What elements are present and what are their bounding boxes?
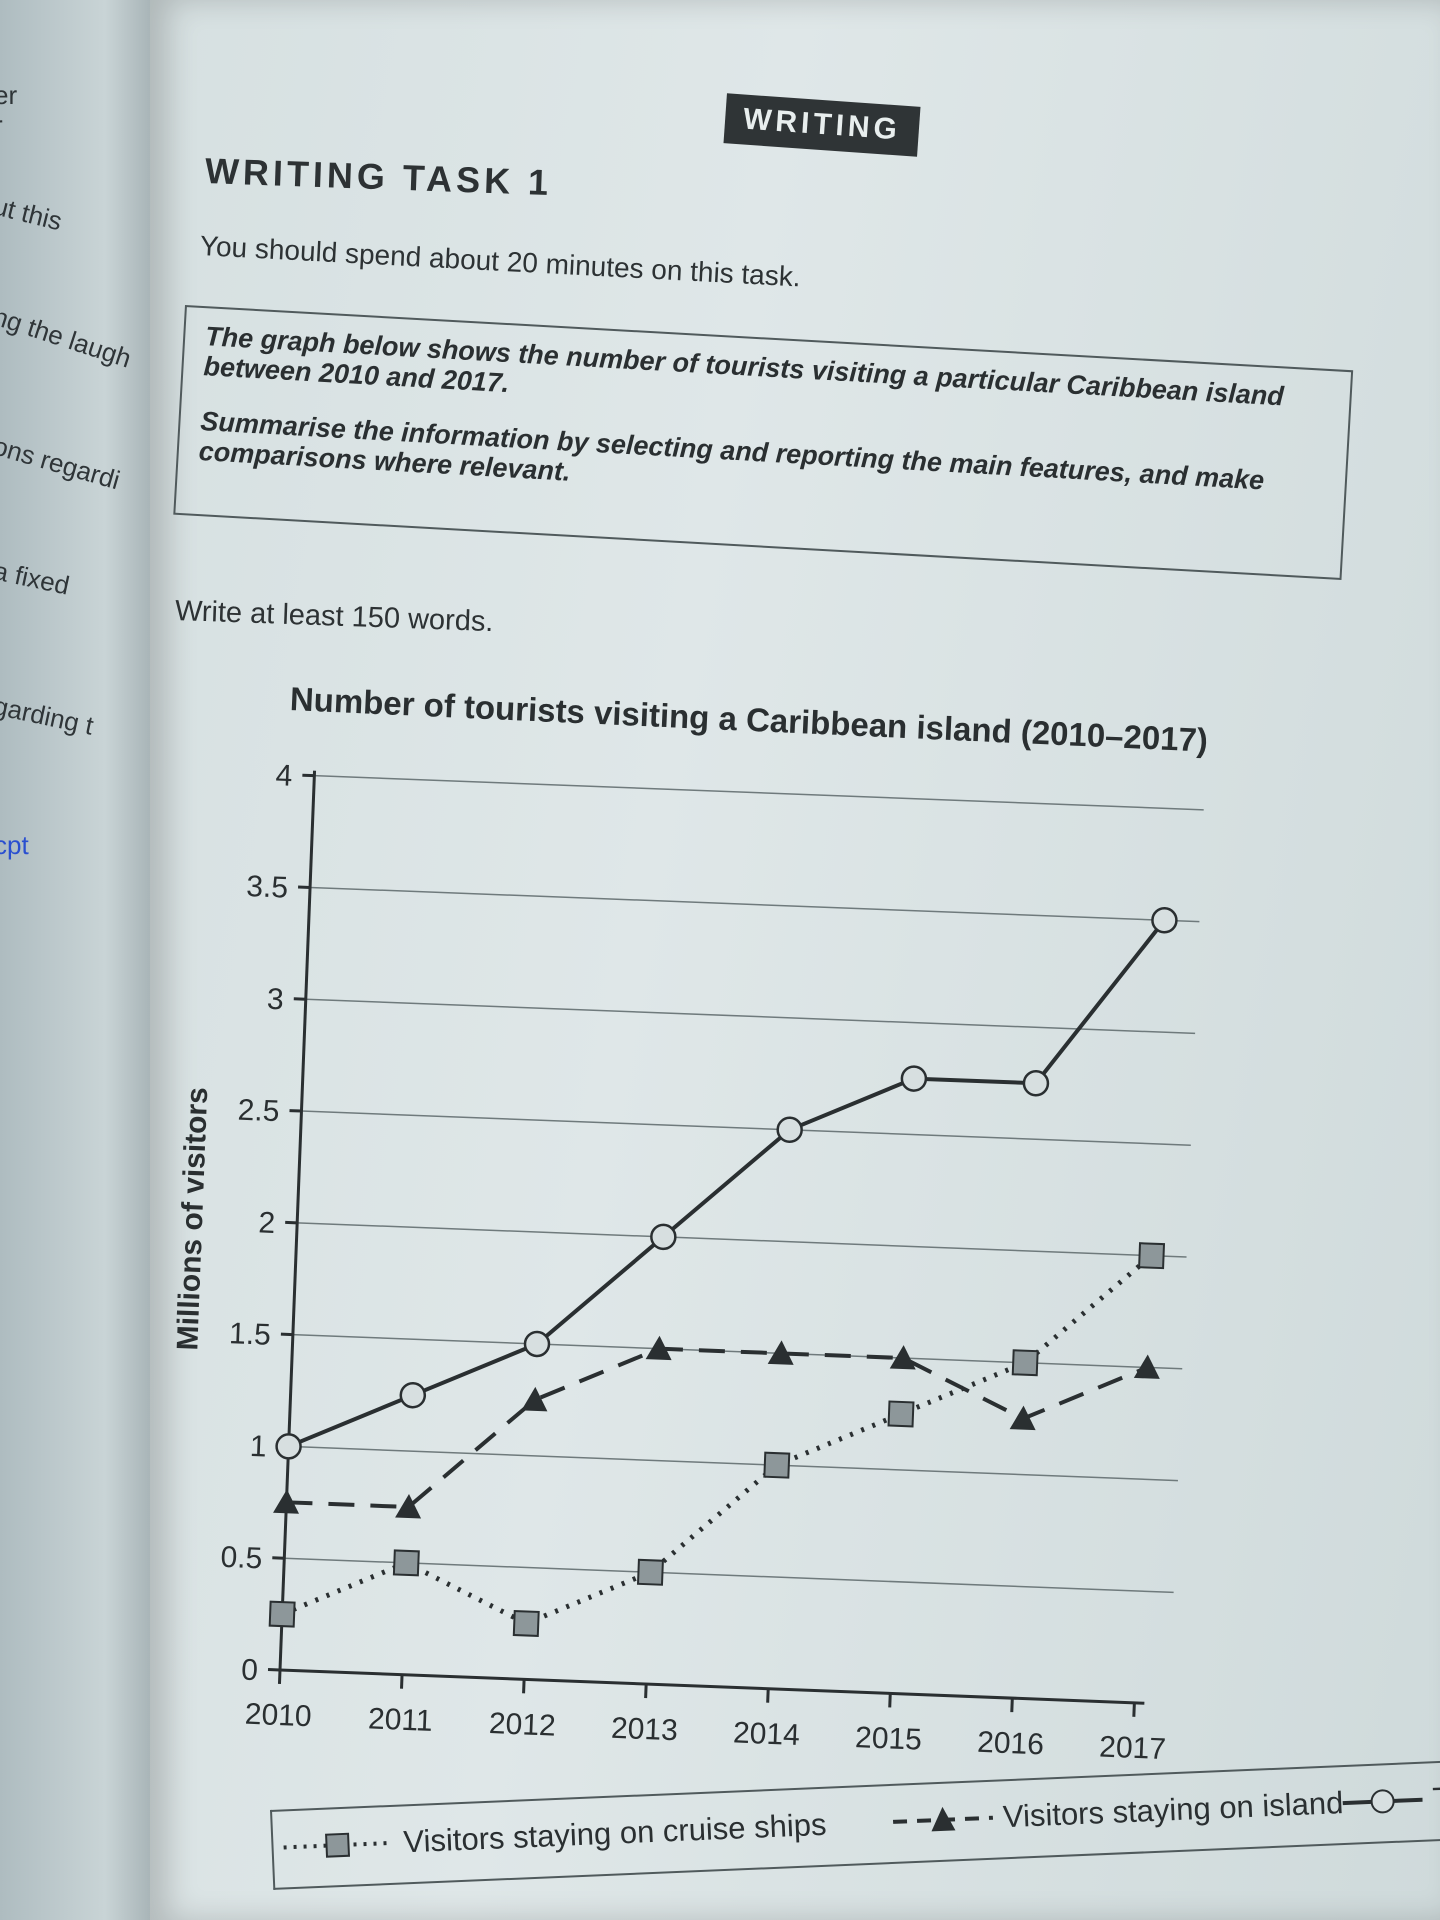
x-tick-label: 2011 bbox=[367, 1702, 433, 1737]
y-tick-label: 2 bbox=[258, 1206, 276, 1240]
square-point bbox=[1138, 1242, 1166, 1270]
x-tick bbox=[888, 1693, 892, 1708]
triangle-point bbox=[521, 1386, 548, 1412]
triangle-point bbox=[1009, 1405, 1036, 1431]
square-point bbox=[512, 1609, 540, 1637]
left-page: er r ut this ng the laugh ons regardi a … bbox=[0, 0, 150, 1920]
triangle-point bbox=[273, 1489, 300, 1514]
square-point bbox=[1011, 1349, 1039, 1377]
triangle-point bbox=[889, 1345, 916, 1370]
legend-item-island: Visitors staying on island bbox=[892, 1785, 1344, 1840]
margin-fragment: ons regardi bbox=[0, 430, 124, 496]
circle-point bbox=[776, 1116, 803, 1144]
grid-line bbox=[301, 1110, 1191, 1146]
grid-line bbox=[284, 1557, 1174, 1594]
x-tick-label: 2015 bbox=[855, 1721, 923, 1757]
y-tick-label: 0 bbox=[241, 1654, 259, 1688]
margin-fragment: cpt bbox=[0, 830, 29, 860]
series-line-1 bbox=[286, 1346, 1149, 1510]
x-tick bbox=[400, 1674, 404, 1689]
x-tick-label: 2014 bbox=[732, 1716, 800, 1752]
grid-line bbox=[297, 1222, 1187, 1258]
square-point bbox=[268, 1600, 296, 1628]
margin-fragment: er bbox=[0, 80, 18, 110]
circle-point bbox=[1151, 907, 1178, 934]
margin-fragment: ut this bbox=[0, 190, 66, 237]
triangle-point bbox=[767, 1340, 794, 1365]
circle-point bbox=[275, 1433, 302, 1460]
square-point bbox=[392, 1549, 420, 1577]
square-point bbox=[763, 1451, 791, 1479]
square-point bbox=[636, 1558, 664, 1586]
y-axis bbox=[278, 770, 317, 1671]
grid-line bbox=[310, 886, 1200, 923]
grid-line bbox=[288, 1445, 1178, 1482]
x-tick-label: 2012 bbox=[488, 1707, 556, 1743]
grid-line bbox=[305, 998, 1196, 1035]
circle-point bbox=[900, 1065, 928, 1092]
grid-line bbox=[314, 774, 1204, 811]
circle-point bbox=[650, 1223, 677, 1251]
legend-item-cruise: Visitors staying on cruise ships bbox=[283, 1807, 827, 1866]
legend-label: Total bbox=[1431, 1778, 1440, 1817]
margin-fragment: ng the laugh bbox=[0, 300, 135, 374]
x-tick-label: 2010 bbox=[244, 1698, 312, 1734]
x-tick bbox=[1010, 1698, 1014, 1713]
grid-line bbox=[292, 1333, 1183, 1370]
y-tick-label: 1 bbox=[249, 1430, 267, 1464]
series-line-2 bbox=[287, 919, 1167, 1449]
square-point bbox=[887, 1400, 915, 1428]
line-chart: 0 0.5 1 1.5 2 2.5 3 3.5 4 2010 2011 2012 2013 2014 201… bbox=[171, 759, 1204, 1767]
circle-point bbox=[523, 1330, 551, 1358]
triangle-marker-icon bbox=[892, 1806, 994, 1832]
margin-fragment: garding t bbox=[0, 690, 97, 741]
x-tick bbox=[1132, 1702, 1136, 1717]
square-marker-icon bbox=[283, 1832, 394, 1858]
y-tick-label: 0.5 bbox=[220, 1541, 263, 1576]
x-axis bbox=[279, 1668, 1145, 1705]
triangle-point bbox=[1133, 1354, 1160, 1379]
x-tick-label: 2017 bbox=[1099, 1731, 1167, 1767]
series-line-0 bbox=[281, 1253, 1154, 1627]
triangle-point bbox=[645, 1335, 672, 1361]
chart-legend: Visitors staying on cruise ships Visitor… bbox=[270, 1754, 1440, 1890]
legend-label: Visitors staying on cruise ships bbox=[402, 1806, 828, 1860]
y-axis-label: Millions of visitors bbox=[171, 1087, 214, 1351]
y-tick-label: 1.5 bbox=[229, 1317, 272, 1352]
legend-item-total: Total bbox=[1342, 1779, 1440, 1821]
margin-fragment: a fixed bbox=[0, 555, 73, 601]
y-tick-label: 2.5 bbox=[237, 1094, 280, 1129]
x-tick bbox=[766, 1688, 770, 1703]
circle-point bbox=[1022, 1070, 1050, 1097]
x-tick-label: 2013 bbox=[610, 1712, 678, 1748]
legend-label: Visitors staying on island bbox=[1002, 1785, 1344, 1835]
y-tick-label: 3 bbox=[266, 983, 284, 1017]
y-tick-label: 4 bbox=[275, 759, 293, 793]
x-tick bbox=[277, 1669, 282, 1685]
circle-point bbox=[399, 1381, 427, 1409]
margin-fragment: r bbox=[0, 110, 3, 141]
x-tick bbox=[522, 1679, 526, 1694]
x-tick-label: 2016 bbox=[977, 1726, 1045, 1762]
book-page: WRITING WRITING TASK 1 You should spend … bbox=[150, 0, 1440, 1920]
x-tick bbox=[644, 1684, 648, 1699]
triangle-point bbox=[395, 1494, 422, 1519]
y-tick-label: 3.5 bbox=[246, 870, 289, 905]
circle-marker-icon bbox=[1342, 1789, 1423, 1814]
